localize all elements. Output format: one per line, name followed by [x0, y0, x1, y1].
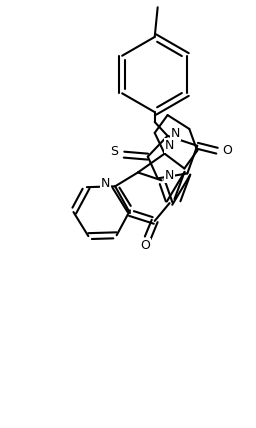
- Text: N: N: [165, 139, 174, 152]
- Text: O: O: [140, 239, 150, 252]
- Text: N: N: [171, 128, 180, 140]
- Text: N: N: [165, 169, 174, 182]
- Text: N: N: [101, 177, 110, 190]
- Text: O: O: [222, 144, 232, 157]
- Text: S: S: [110, 145, 118, 158]
